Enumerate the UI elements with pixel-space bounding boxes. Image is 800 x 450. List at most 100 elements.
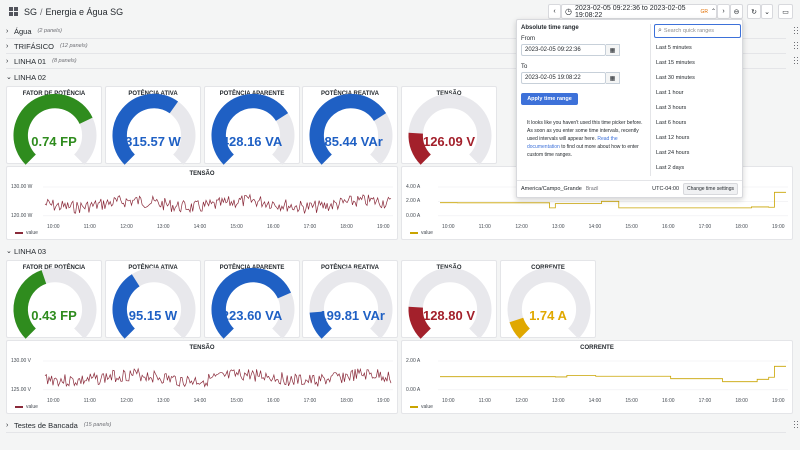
chevron-right-icon: › [6,421,9,429]
gauge-panel[interactable]: POTÊNCIA ATIVA 95.15 W [105,260,201,339]
quick-range-item[interactable]: Last 5 minutes [656,44,692,51]
x-tick-label: 17:00 [303,398,317,404]
time-back-button[interactable]: ‹ [548,4,561,19]
row-drag-handle-icon[interactable] [794,57,798,65]
row-drag-handle-icon[interactable] [794,42,798,50]
to-label: To [521,64,528,70]
timeseries-panel[interactable]: CORRENTE 2.00 A 0.00 A 10:00 11:00 12:00 13:00… [401,340,793,414]
legend[interactable]: value [15,230,38,236]
quick-ranges-search-input[interactable]: ⌕ Search quick ranges [654,24,741,38]
from-input[interactable]: 2023-02-05 09:22:36 [521,44,606,56]
gauge-panel[interactable]: CORRENTE 1.74 A [500,260,596,339]
calendar-icon[interactable]: ▦ [606,44,620,56]
row-drag-handle-icon[interactable] [794,27,798,35]
x-tick-label: 19:00 [772,398,785,404]
row-linha-01[interactable]: › LINHA 01 (8 panels) [6,56,77,66]
x-tick-label: 14:00 [588,224,602,230]
gauge-panel[interactable]: POTÊNCIA APARENTE 223.60 VA [204,260,300,339]
quick-range-item[interactable]: Last 12 hours [656,134,690,141]
gauge-fill [112,93,179,165]
quick-range-item[interactable]: Last 3 hours [656,104,687,111]
time-forward-button[interactable]: › [717,4,730,19]
change-time-settings-button[interactable]: Change time settings [683,183,738,195]
legend-label: value [421,404,433,410]
gauge-panel[interactable]: POTÊNCIA APARENTE 428.16 VA [204,86,300,165]
row-trifasico[interactable]: › TRIFÁSICO (12 panels) [6,41,88,51]
gauge-fill [13,93,93,165]
x-tick-label: 11:00 [83,398,96,404]
gauge-panel[interactable]: POTÊNCIA REATIVA 285.44 VAr [302,86,398,165]
dashboards-grid-icon[interactable] [9,7,18,16]
panel-title: CORRENTE [580,345,614,351]
gauge-fill [509,317,531,339]
quick-range-item[interactable]: Last 15 minutes [656,59,695,66]
gauge-panel[interactable]: POTÊNCIA ATIVA 315.57 W [105,86,201,165]
zoom-out-button[interactable]: ⊖ [730,4,743,19]
x-tick-label: 14:00 [588,398,602,404]
timezone-country: Brazil [585,186,599,192]
x-tick-label: 17:00 [698,398,712,404]
legend[interactable]: value [410,404,433,410]
apply-time-range-button[interactable]: Apply time range [521,93,578,105]
quick-range-item[interactable]: Last 30 minutes [656,74,695,81]
dashboard-title[interactable]: Energia e Água SG [45,6,124,17]
breadcrumb-folder[interactable]: SG [24,6,38,17]
gauge-panel[interactable]: TENSÃO 126.09 V [401,86,497,165]
x-tick-label: 12:00 [120,398,133,404]
quick-range-item[interactable]: Last 24 hours [656,149,690,156]
refresh-button[interactable]: ↻ [747,4,761,19]
quick-range-item[interactable]: Last 2 days [656,164,685,171]
monitor-icon: ▭ [782,8,789,16]
gauge-svg [112,267,196,339]
row-agua[interactable]: › Água (2 panels) [6,26,62,36]
refresh-interval-dropdown[interactable]: ⌄ [761,4,773,19]
timeseries-panel[interactable]: TENSÃO 130.00 V 125.00 V 10:00 11:00 12:00 13:… [6,340,398,414]
tv-mode-button[interactable]: ▭ [778,4,793,19]
x-tick-label: 14:00 [193,224,207,230]
gauge-svg [408,267,492,339]
y-tick-label: 4.00 A [406,184,421,190]
legend[interactable]: value [15,404,38,410]
gauge-fill [408,132,432,165]
quick-range-item[interactable]: Last 6 hours [656,119,687,126]
row-testes-de-bancada[interactable]: › Testes de Bancada (15 panels) [6,420,112,430]
x-tick-label: 19:00 [377,224,390,230]
timeseries-panel[interactable]: TENSÃO 130.00 W 120.00 W 10:00 11:00 12:00 13:… [6,166,398,240]
legend-swatch [410,232,418,234]
row-linha-03[interactable]: ⌄ LINHA 03 [6,246,47,256]
calendar-icon[interactable]: ▦ [606,72,620,84]
x-tick-label: 15:00 [625,224,638,230]
quick-ranges-list: Last 5 minutes Last 15 minutes Last 30 min… [651,40,741,182]
chevron-down-icon: ⌄ [6,248,12,255]
gauge-value: 428.16 VA [221,134,283,150]
chevron-right-icon: › [6,42,9,50]
gauge-panel[interactable]: TENSÃO 128.80 V [401,260,497,339]
x-tick-label: 14:00 [193,398,207,404]
x-tick-label: 18:00 [735,224,748,230]
utc-offset: UTC-04:00 [652,186,680,192]
gauge-panel[interactable]: FATOR DE POTÊNCIA 0.74 FP [6,86,102,165]
documentation-link[interactable]: Read the documentation [527,136,618,150]
to-input[interactable]: 2023-02-05 19:08:22 [521,72,606,84]
legend-label: value [26,404,38,410]
timezone-badge: GR [700,8,708,15]
series-line [440,365,786,383]
x-tick-label: 10:00 [442,224,455,230]
legend[interactable]: value [410,230,433,236]
y-tick-label: 2.00 A [406,198,421,205]
search-icon: ⌕ [658,27,662,34]
chevron-right-icon: › [6,57,9,65]
x-tick-label: 13:00 [157,224,170,230]
panel-title: TENSÃO [189,171,215,177]
x-tick-label: 19:00 [377,398,390,404]
time-range-button[interactable]: ◷ 2023-02-05 09:22:36 to 2023-02-05 19:0… [561,4,717,19]
gauge-svg [112,93,196,165]
series-line [44,193,392,214]
gauge-panel[interactable]: POTÊNCIA REATIVA -199.81 VAr [302,260,398,339]
gauge-svg [408,93,492,165]
quick-range-item[interactable]: Last 1 hour [656,89,684,96]
legend-label: value [421,230,433,236]
row-linha-02[interactable]: ⌄ LINHA 02 [6,72,47,82]
gauge-panel[interactable]: FATOR DE POTÊNCIA 0.43 FP [6,260,102,339]
row-drag-handle-icon[interactable] [794,421,798,429]
